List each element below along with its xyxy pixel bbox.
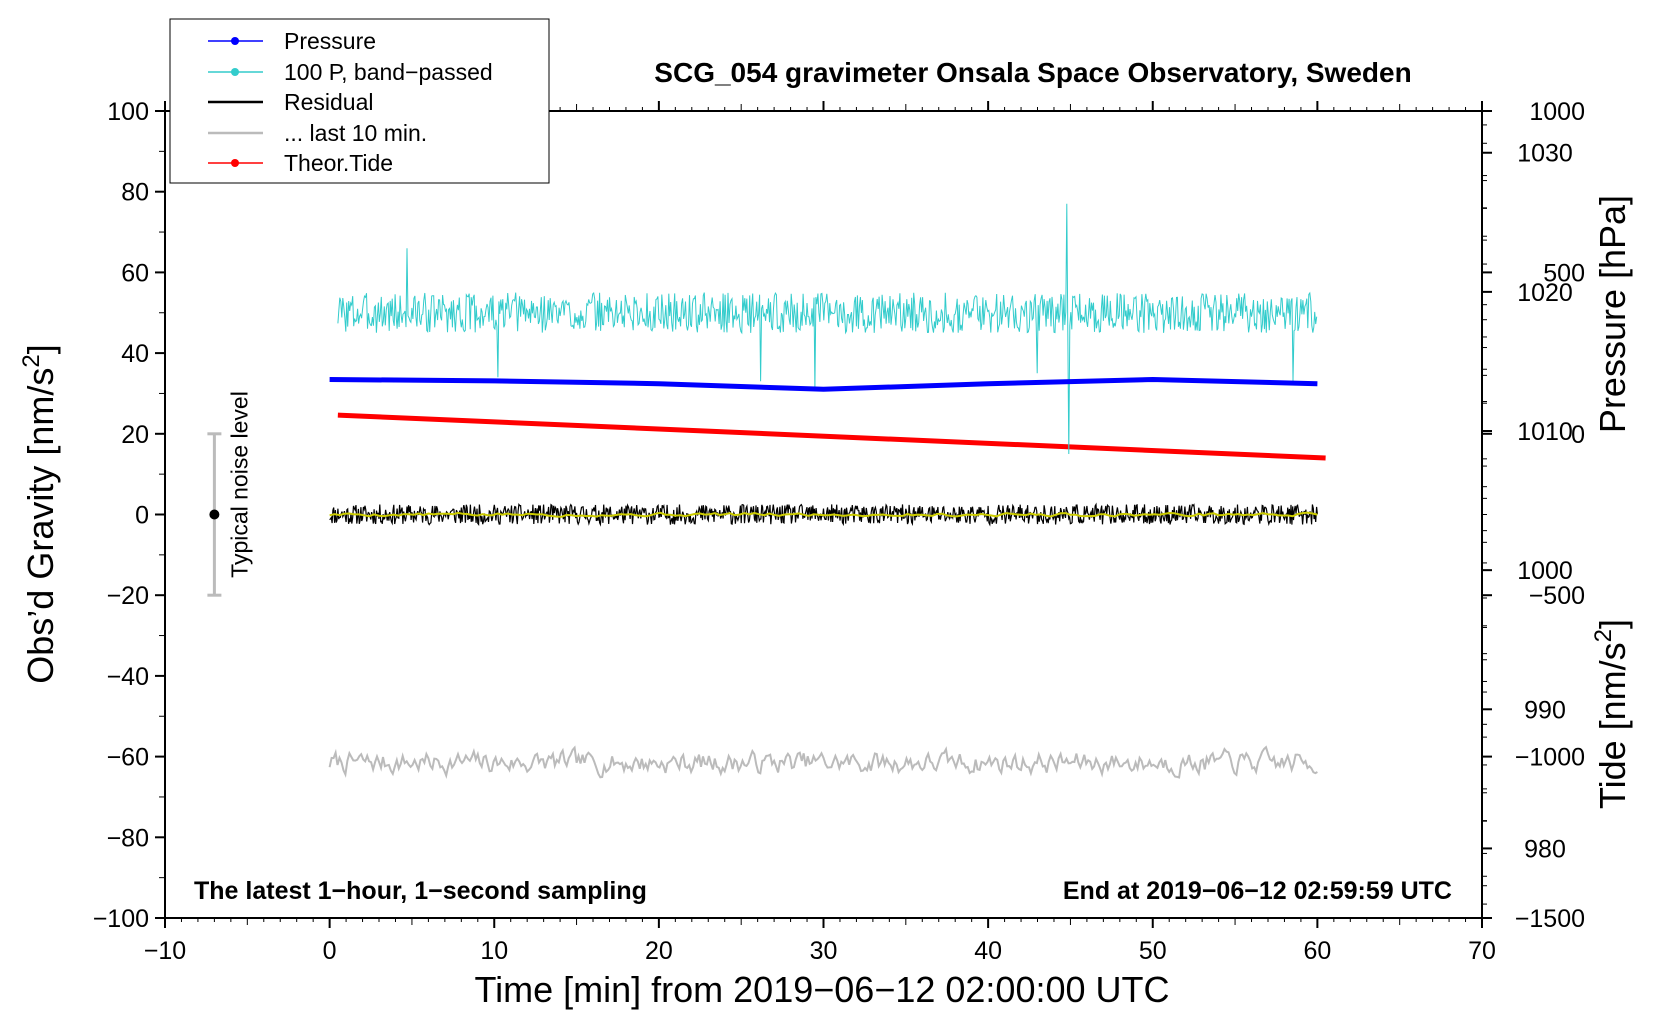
series-last-10-min xyxy=(328,745,1318,779)
y-tick-label: −20 xyxy=(107,582,149,610)
pressure-tick-label: 1020 xyxy=(1517,279,1573,307)
legend-marker-pressure xyxy=(231,37,239,45)
noise-label: Typical noise level xyxy=(226,391,252,578)
chart-title: SCG_054 gravimeter Onsala Space Observat… xyxy=(654,57,1411,88)
x-tick-label: 20 xyxy=(645,937,673,965)
x-tick-label: 0 xyxy=(323,937,337,965)
y-tick-label: −40 xyxy=(107,663,149,691)
y-tick-label: 60 xyxy=(121,259,149,287)
y-tick-label: −60 xyxy=(107,744,149,772)
pressure-axis-title: Pressure [hPa] xyxy=(1592,195,1633,433)
y-tick-label: 40 xyxy=(121,340,149,368)
pressure-tick-label: 980 xyxy=(1524,835,1566,863)
tide-tick-label: 0 xyxy=(1571,421,1585,449)
legend-marker-theor-tide xyxy=(231,159,239,167)
y-tick-label: 80 xyxy=(121,179,149,207)
series-theor-tide xyxy=(337,412,1326,461)
legend-entry-band-passed: 100 P, band−passed xyxy=(208,59,493,85)
tide-axis-title-superscript: 2 xyxy=(1590,629,1617,642)
sampling-note: The latest 1−hour, 1−second sampling xyxy=(194,877,647,905)
x-tick-label: 10 xyxy=(480,937,508,965)
y-tick-label: 20 xyxy=(121,421,149,449)
series-layer xyxy=(328,203,1326,779)
legend-entry-pressure: Pressure xyxy=(208,28,376,54)
pressure-tick-label: 1010 xyxy=(1517,418,1573,446)
series-pressure xyxy=(329,376,1318,392)
tide-axis-title: Tide [nm/s2] xyxy=(1590,619,1633,809)
y-tick-label: −100 xyxy=(93,905,149,933)
legend-entry-residual: Residual xyxy=(208,89,374,115)
x-tick-label: 40 xyxy=(974,937,1002,965)
legend-label-pressure: Pressure xyxy=(284,28,376,54)
axis-ticks: −10 0 10 20 30 40 50 60 70100806040200−20−40−60−… xyxy=(93,98,1585,965)
legend-label-last-10-min: ... last 10 min. xyxy=(284,120,427,146)
pressure-tick-label: 1000 xyxy=(1517,557,1573,585)
legend-entry-theor-tide: Theor.Tide xyxy=(208,150,393,176)
x-tick-label: −10 xyxy=(144,937,186,965)
x-axis-title: Time [min] from 2019−06−12 02:00:00 UTC xyxy=(474,969,1169,1010)
y-axis-title-superscript: 2 xyxy=(18,354,45,367)
y-tick-label: 100 xyxy=(107,98,149,126)
tide-tick-label: −1500 xyxy=(1515,905,1585,933)
y-tick-label: 0 xyxy=(135,502,149,530)
tide-tick-label: −1000 xyxy=(1515,744,1585,772)
pressure-tick-label: 1030 xyxy=(1517,140,1573,168)
series-band-passed xyxy=(337,203,1318,455)
legend: Pressure 100 P, band−passed Residual ...… xyxy=(169,18,550,184)
legend-marker-band-passed xyxy=(231,68,239,76)
tide-tick-label: 1000 xyxy=(1529,98,1585,126)
tide-tick-label: 500 xyxy=(1543,259,1585,287)
legend-entry-last-10-min: ... last 10 min. xyxy=(208,120,427,146)
x-tick-label: 60 xyxy=(1303,937,1331,965)
x-tick-label: 50 xyxy=(1139,937,1167,965)
end-time-note: End at 2019−06−12 02:59:59 UTC xyxy=(1063,877,1452,905)
series-residual xyxy=(329,502,1318,527)
y-tick-label: −80 xyxy=(107,824,149,852)
pressure-tick-label: 990 xyxy=(1524,696,1566,724)
y-axis-title: Obs’d Gravity [nm/s2] xyxy=(18,344,61,683)
legend-label-theor-tide: Theor.Tide xyxy=(284,150,393,176)
x-tick-label: 30 xyxy=(810,937,838,965)
x-tick-label: 70 xyxy=(1468,937,1496,965)
series-residual-smoothed xyxy=(329,511,1318,518)
legend-label-band-passed: 100 P, band−passed xyxy=(284,59,493,85)
legend-label-residual: Residual xyxy=(284,89,374,115)
noise-dot xyxy=(209,509,220,520)
noise-indicator: Typical noise level xyxy=(207,391,252,597)
tide-tick-label: −500 xyxy=(1529,582,1585,610)
